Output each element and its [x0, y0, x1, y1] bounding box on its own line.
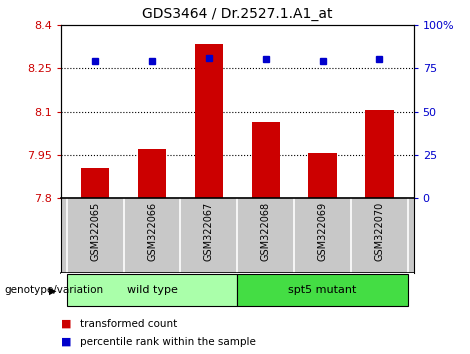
Text: GSM322070: GSM322070 [375, 202, 384, 261]
Text: ■: ■ [61, 319, 71, 329]
Bar [67, 274, 237, 306]
Text: percentile rank within the sample: percentile rank within the sample [80, 337, 256, 347]
Bar [138, 149, 166, 198]
Text: GSM322067: GSM322067 [204, 202, 214, 261]
Bar [81, 168, 110, 198]
Text: GSM322069: GSM322069 [318, 202, 328, 261]
Text: spt5 mutant: spt5 mutant [289, 285, 357, 295]
Text: transformed count: transformed count [80, 319, 177, 329]
Text: GSM322068: GSM322068 [261, 202, 271, 261]
Bar [308, 153, 337, 198]
Title: GDS3464 / Dr.2527.1.A1_at: GDS3464 / Dr.2527.1.A1_at [142, 7, 333, 21]
Bar [195, 44, 223, 198]
Bar [365, 110, 394, 198]
Text: ▶: ▶ [49, 285, 57, 295]
Text: GSM322065: GSM322065 [90, 202, 100, 261]
Text: GSM322066: GSM322066 [147, 202, 157, 261]
Bar [237, 274, 408, 306]
Text: genotype/variation: genotype/variation [5, 285, 104, 295]
Text: wild type: wild type [126, 285, 178, 295]
Bar [251, 122, 280, 198]
Text: ■: ■ [61, 337, 71, 347]
